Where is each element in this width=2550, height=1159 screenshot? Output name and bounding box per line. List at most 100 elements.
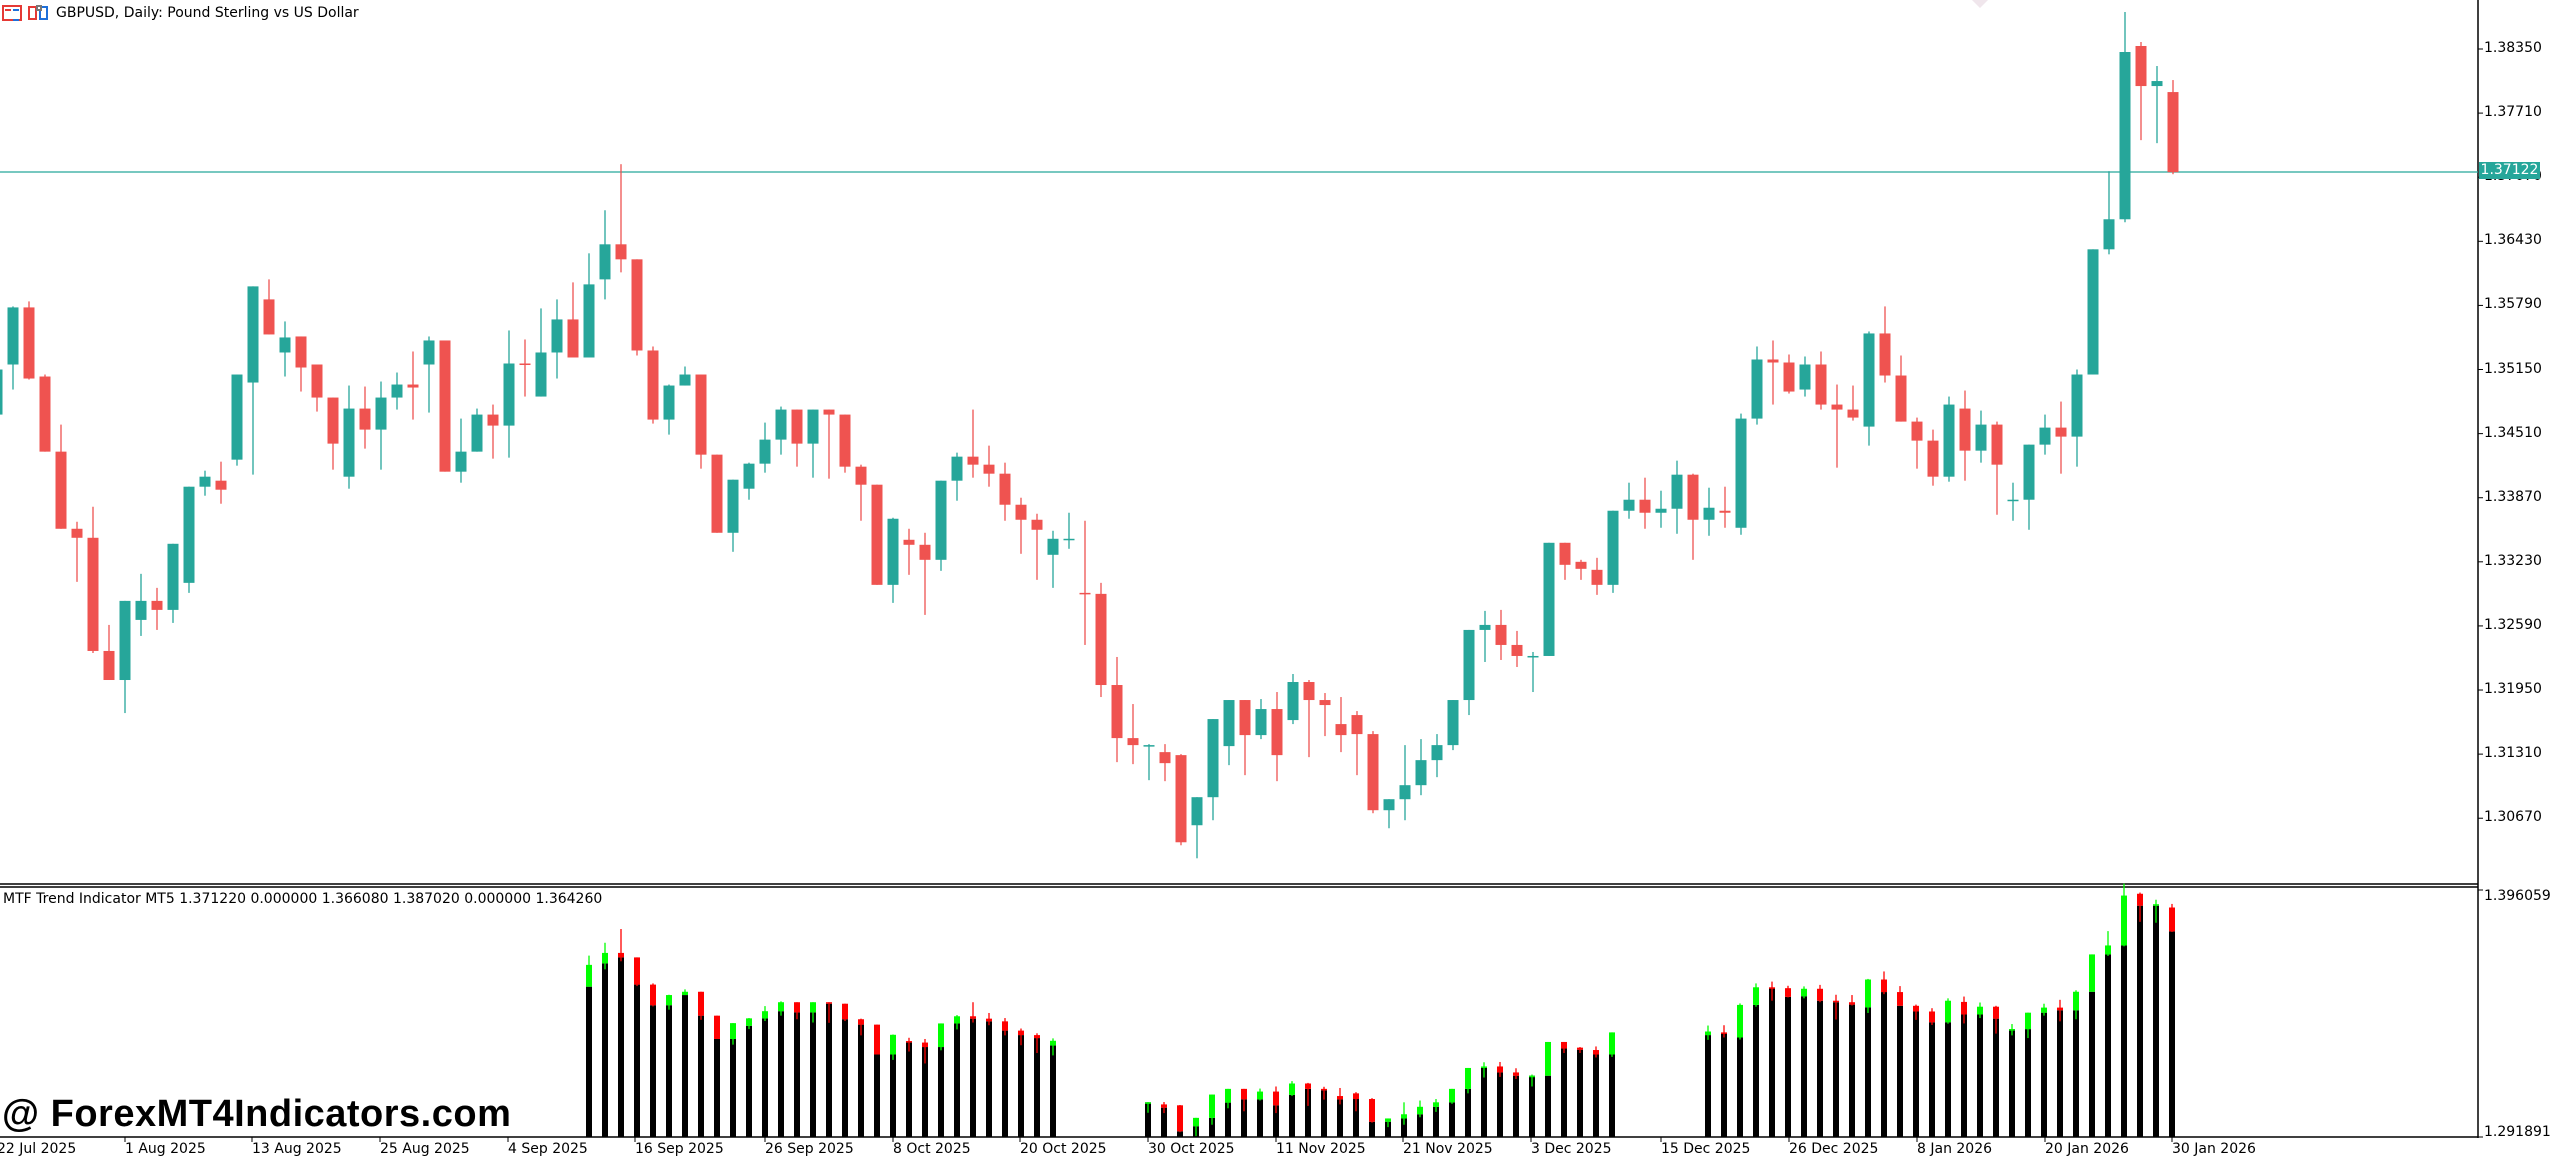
candle[interactable] — [1063, 538, 1075, 541]
indicator-bar[interactable] — [1417, 1106, 1423, 1115]
candle[interactable] — [1335, 724, 1347, 736]
indicator-bar[interactable] — [1545, 1041, 1551, 1076]
candle[interactable] — [199, 476, 211, 487]
candle[interactable] — [1879, 333, 1891, 376]
indicator-bar[interactable] — [1481, 1066, 1487, 1068]
indicator-bar[interactable] — [906, 1041, 912, 1043]
candle[interactable] — [295, 336, 307, 368]
candle[interactable] — [1543, 542, 1555, 656]
indicator-bar[interactable] — [1801, 988, 1807, 997]
indicator-bar[interactable] — [1993, 1006, 1999, 1019]
candle[interactable] — [55, 451, 67, 529]
candle[interactable] — [2103, 219, 2115, 250]
indicator-bar[interactable] — [2089, 954, 2095, 992]
indicator-bar[interactable] — [1849, 1002, 1855, 1005]
indicator-bar[interactable] — [1737, 1004, 1743, 1038]
candle[interactable] — [247, 286, 259, 383]
indicator-bar[interactable] — [970, 1016, 976, 1019]
candle[interactable] — [279, 337, 291, 353]
candle[interactable] — [1815, 364, 1827, 405]
indicator-bar[interactable] — [1753, 987, 1759, 1005]
candle[interactable] — [2119, 52, 2131, 220]
indicator-bar[interactable] — [1497, 1066, 1503, 1073]
indicator-bar[interactable] — [666, 995, 672, 1006]
indicator-bar[interactable] — [1401, 1114, 1407, 1119]
indicator-bar[interactable] — [1881, 979, 1887, 993]
indicator-bar[interactable] — [1177, 1105, 1183, 1132]
candle[interactable] — [743, 463, 755, 489]
candle[interactable] — [1527, 655, 1539, 658]
candle[interactable] — [1639, 499, 1651, 513]
candle[interactable] — [183, 486, 195, 583]
indicator-bar[interactable] — [1529, 1075, 1535, 1078]
candle[interactable] — [1047, 538, 1059, 555]
candle[interactable] — [2087, 249, 2099, 375]
indicator-bar[interactable] — [1161, 1104, 1167, 1108]
candle[interactable] — [903, 539, 915, 545]
candle[interactable] — [567, 319, 579, 358]
indicator-bar[interactable] — [986, 1018, 992, 1022]
candle[interactable] — [455, 451, 467, 472]
indicator-bar[interactable] — [1513, 1072, 1519, 1076]
candle[interactable] — [2167, 92, 2179, 173]
indicator-bar[interactable] — [1433, 1102, 1439, 1107]
candle[interactable] — [2071, 374, 2083, 437]
candle[interactable] — [439, 340, 451, 472]
candle[interactable] — [615, 244, 627, 260]
candle[interactable] — [823, 409, 835, 415]
candle[interactable] — [887, 518, 899, 585]
candle[interactable] — [551, 319, 563, 353]
candle[interactable] — [2055, 427, 2067, 437]
candle[interactable] — [967, 456, 979, 465]
candle[interactable] — [1719, 510, 1731, 513]
indicator-bar[interactable] — [1977, 1006, 1983, 1015]
indicator-bar[interactable] — [954, 1016, 960, 1024]
candle[interactable] — [1383, 799, 1395, 811]
candle[interactable] — [263, 299, 275, 335]
candle[interactable] — [1287, 682, 1299, 721]
indicator-bar[interactable] — [1577, 1047, 1583, 1050]
candle[interactable] — [951, 456, 963, 481]
candle[interactable] — [1143, 745, 1155, 747]
indicator-bar[interactable] — [618, 952, 624, 958]
indicator-bar[interactable] — [1817, 988, 1823, 1001]
indicator-bar[interactable] — [602, 952, 608, 964]
indicator-bar[interactable] — [1018, 1030, 1024, 1036]
candle[interactable] — [1271, 709, 1283, 756]
indicator-bar[interactable] — [874, 1024, 880, 1055]
indicator-bar[interactable] — [810, 1002, 816, 1013]
candle[interactable] — [151, 600, 163, 610]
template-icon[interactable] — [28, 5, 50, 21]
candle[interactable] — [71, 528, 83, 538]
candle[interactable] — [1479, 624, 1491, 630]
candle[interactable] — [1255, 709, 1267, 736]
indicator-bar[interactable] — [2121, 895, 2127, 946]
indicator-bar[interactable] — [1945, 1000, 1951, 1023]
indicator-bar[interactable] — [2137, 893, 2143, 906]
candle[interactable] — [1223, 700, 1235, 747]
candle[interactable] — [167, 543, 179, 610]
indicator-bar[interactable] — [1897, 992, 1903, 1006]
candle[interactable] — [1895, 375, 1907, 422]
candle[interactable] — [1799, 364, 1811, 390]
indicator-bar[interactable] — [778, 1002, 784, 1012]
candle[interactable] — [1735, 418, 1747, 528]
candle[interactable] — [1863, 333, 1875, 427]
indicator-bar[interactable] — [2073, 991, 2079, 1011]
candle[interactable] — [1079, 592, 1091, 595]
candle[interactable] — [535, 352, 547, 397]
candle[interactable] — [663, 385, 675, 420]
candle[interactable] — [2135, 45, 2147, 87]
candle[interactable] — [215, 480, 227, 490]
indicator-bar[interactable] — [1369, 1099, 1375, 1122]
candle[interactable] — [1959, 408, 1971, 451]
candle[interactable] — [231, 374, 243, 460]
candle[interactable] — [1015, 504, 1027, 520]
indicator-bar[interactable] — [890, 1034, 896, 1055]
candle[interactable] — [1095, 593, 1107, 686]
candle[interactable] — [935, 480, 947, 560]
indicator-bar[interactable] — [1225, 1088, 1231, 1103]
candle[interactable] — [1239, 700, 1251, 736]
indicator-bar[interactable] — [794, 1002, 800, 1013]
candle[interactable] — [423, 340, 435, 365]
